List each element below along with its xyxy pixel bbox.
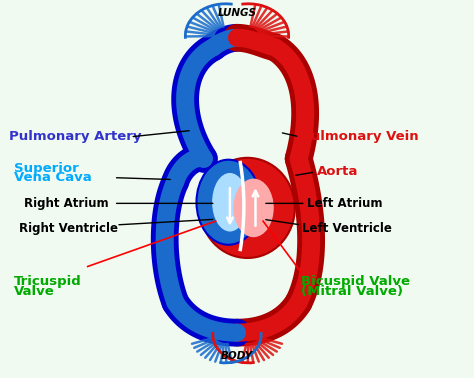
- Text: Vena Cava: Vena Cava: [14, 171, 92, 184]
- Ellipse shape: [233, 179, 274, 237]
- Text: Bicuspid Valve: Bicuspid Valve: [301, 275, 410, 288]
- Text: Valve: Valve: [14, 285, 55, 298]
- Ellipse shape: [200, 158, 295, 258]
- Text: Pulmonary Vein: Pulmonary Vein: [301, 130, 419, 143]
- Text: Left Ventricle: Left Ventricle: [302, 222, 392, 235]
- Text: Right Ventricle: Right Ventricle: [19, 222, 118, 235]
- Text: Tricuspid: Tricuspid: [14, 275, 82, 288]
- Text: Left Atrium: Left Atrium: [307, 197, 383, 210]
- Text: Superior: Superior: [14, 162, 79, 175]
- Text: Right Atrium: Right Atrium: [24, 197, 109, 210]
- Ellipse shape: [212, 173, 247, 231]
- Text: LUNGS: LUNGS: [218, 8, 256, 18]
- Text: Pulmonary Artery: Pulmonary Artery: [9, 130, 142, 143]
- Text: (Mitral Valve): (Mitral Valve): [301, 285, 403, 298]
- Text: Aorta: Aorta: [317, 166, 358, 178]
- Text: BODY: BODY: [221, 351, 253, 361]
- Ellipse shape: [196, 160, 260, 245]
